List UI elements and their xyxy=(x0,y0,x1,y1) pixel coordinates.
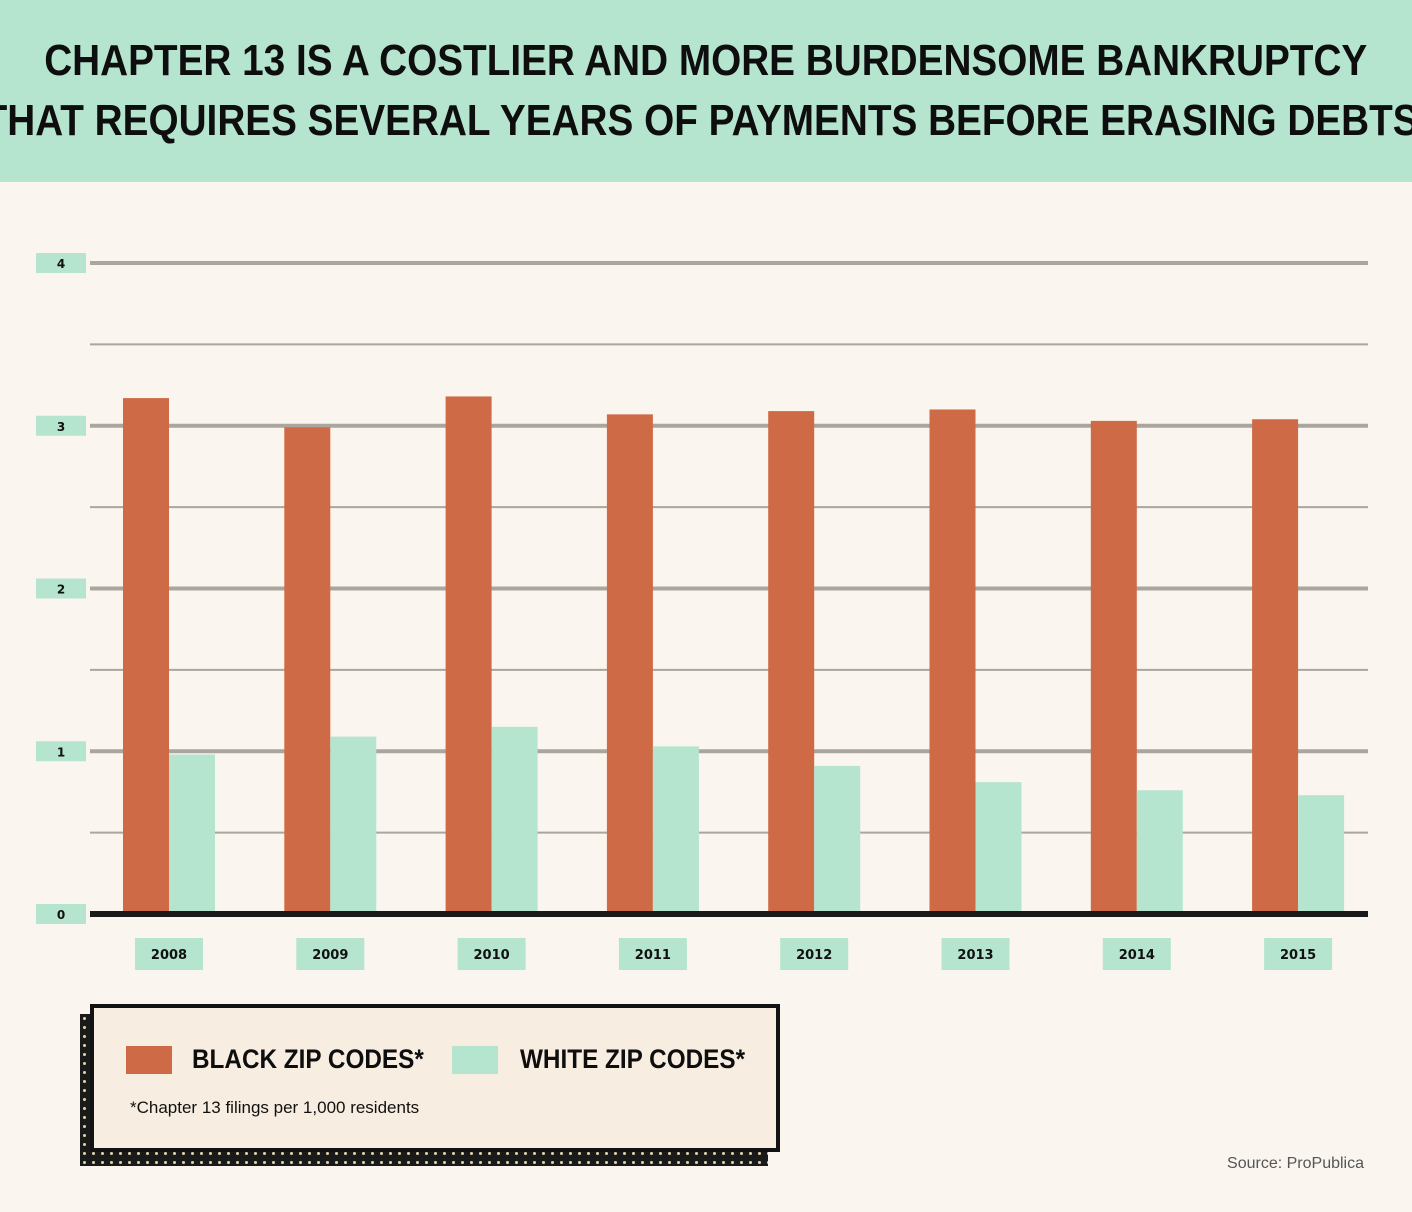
x-tick-label-bg xyxy=(296,938,365,970)
bar-white-zip-2012 xyxy=(814,765,861,914)
bar-black-zip-2010 xyxy=(445,396,492,914)
bar-black-zip-2008 xyxy=(123,398,169,914)
x-tick-label-bg xyxy=(457,938,526,970)
y-tick-label-bg xyxy=(36,741,86,762)
x-tick-label-bg xyxy=(780,938,849,970)
bar-white-zip-2010 xyxy=(491,726,538,914)
x-tick-label: 2012 xyxy=(796,948,832,963)
bar-white-zip-2008 xyxy=(169,754,215,914)
x-tick-label: 2008 xyxy=(151,948,187,963)
bar-white-zip-2009 xyxy=(330,736,377,914)
y-tick-label: 0 xyxy=(57,908,65,922)
bar-white-zip-2011 xyxy=(652,746,699,914)
legend-swatch-black-zip xyxy=(126,1046,172,1074)
bar-white-zip-2013 xyxy=(975,782,1022,914)
x-tick-label-bg xyxy=(618,938,687,970)
y-tick-label: 2 xyxy=(57,583,65,597)
x-tick-label: 2009 xyxy=(312,948,348,963)
x-tick-label-bg xyxy=(941,938,1010,970)
y-tick-label-bg xyxy=(36,578,86,599)
chart-title: CHAPTER 13 IS A COSTLIER AND MORE BURDEN… xyxy=(0,0,1412,182)
legend-note: *Chapter 13 filings per 1,000 residents xyxy=(130,1098,420,1117)
bar-black-zip-2015 xyxy=(1252,419,1299,914)
title-line-2: THAT REQUIRES SEVERAL YEARS OF PAYMENTS … xyxy=(0,96,1412,145)
legend: BLACK ZIP CODES* WHITE ZIP CODES* *Chapt… xyxy=(90,1004,780,1152)
bar-white-zip-2015 xyxy=(1298,795,1345,914)
x-tick-label-bg xyxy=(1264,938,1333,970)
x-tick-label: 2011 xyxy=(635,948,671,963)
bar-black-zip-2014 xyxy=(1090,420,1137,914)
title-line-1: CHAPTER 13 IS A COSTLIER AND MORE BURDEN… xyxy=(44,36,1368,85)
x-tick-label: 2014 xyxy=(1119,948,1155,963)
bar-chart: 0 1 2 3 4 2008 2009 2010 2011 2012 2013 2014 2015 xyxy=(36,253,1368,970)
y-tick-label-bg xyxy=(36,253,86,273)
y-tick-label-bg xyxy=(36,415,86,436)
legend-label-white-zip: WHITE ZIP CODES* xyxy=(520,1044,746,1074)
y-tick-label: 1 xyxy=(57,745,65,759)
legend-swatch-white-zip xyxy=(452,1046,498,1074)
x-tick-label-bg xyxy=(1102,938,1171,970)
x-tick-label: 2015 xyxy=(1280,948,1316,963)
bar-white-zip-2014 xyxy=(1136,790,1183,914)
y-tick-label: 4 xyxy=(57,257,65,271)
legend-label-black-zip: BLACK ZIP CODES* xyxy=(192,1044,424,1074)
bar-black-zip-2009 xyxy=(284,427,331,914)
y-tick-label-bg xyxy=(36,904,86,924)
bar-black-zip-2012 xyxy=(768,411,815,914)
x-tick-label: 2010 xyxy=(474,948,510,963)
x-tick-label: 2013 xyxy=(957,948,993,963)
y-tick-label: 3 xyxy=(57,420,65,434)
x-tick-label-bg xyxy=(135,938,203,970)
source-credit: Source: ProPublica xyxy=(1227,1155,1364,1172)
bar-black-zip-2013 xyxy=(929,409,976,914)
bar-black-zip-2011 xyxy=(606,414,653,914)
